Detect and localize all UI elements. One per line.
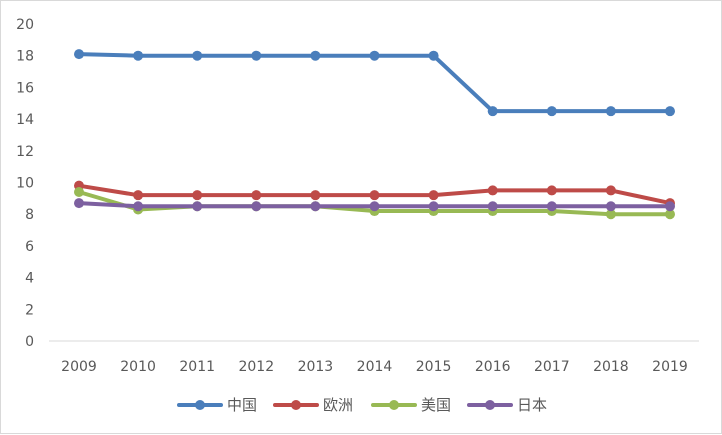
data-point: [487, 201, 498, 212]
data-point: [546, 201, 557, 212]
legend-item: 日本: [467, 396, 547, 414]
data-point: [665, 201, 675, 212]
x-tick-label: 2010: [120, 359, 156, 375]
data-point: [665, 106, 675, 117]
x-tick-label: 2012: [238, 359, 274, 375]
legend-label: 日本: [517, 396, 547, 414]
y-tick-label: 4: [25, 271, 34, 287]
data-point: [251, 190, 262, 201]
data-point: [74, 49, 84, 60]
data-point: [487, 185, 498, 196]
data-point: [251, 50, 262, 61]
legend-swatch-marker: [291, 400, 301, 410]
data-point: [133, 50, 144, 61]
data-point: [487, 106, 498, 117]
series-0: [74, 49, 675, 117]
legend-item: 欧洲: [273, 396, 353, 414]
x-tick-label: 2015: [416, 359, 452, 375]
legend-swatch-marker: [195, 400, 205, 410]
data-point: [605, 201, 616, 212]
data-point: [310, 190, 321, 201]
x-tick-label: 2019: [652, 359, 688, 375]
legend-swatch-marker: [389, 400, 399, 410]
data-point: [605, 209, 616, 220]
x-tick-label: 2011: [179, 359, 215, 375]
data-point: [428, 201, 439, 212]
y-tick-label: 0: [25, 334, 34, 350]
data-point: [192, 50, 203, 61]
data-point: [74, 198, 84, 209]
legend-item: 美国: [371, 396, 451, 414]
legend: 中国 欧洲 美国 日本: [177, 396, 547, 414]
data-point: [369, 201, 380, 212]
y-tick-label: 6: [25, 239, 34, 255]
data-point: [369, 190, 380, 201]
legend-label: 欧洲: [323, 396, 353, 414]
x-tick-label: 2014: [357, 359, 393, 375]
series-layer: [74, 49, 675, 220]
data-point: [428, 50, 439, 61]
y-tick-label: 2: [25, 302, 34, 318]
y-tick-label: 8: [25, 207, 34, 223]
x-tick-label: 2013: [298, 359, 334, 375]
y-tick-label: 14: [16, 112, 34, 128]
data-point: [428, 190, 439, 201]
legend-swatch-marker: [485, 400, 495, 410]
data-point: [133, 201, 144, 212]
legend-label: 中国: [227, 396, 257, 414]
x-tick-label: 2009: [61, 359, 97, 375]
data-point: [310, 201, 321, 212]
data-point: [192, 190, 203, 201]
y-tick-label: 16: [16, 80, 34, 96]
x-tick-label: 2018: [593, 359, 629, 375]
legend-item: 中国: [177, 396, 257, 414]
y-tick-label: 10: [16, 176, 34, 192]
data-point: [605, 185, 616, 196]
data-point: [192, 201, 203, 212]
series-line: [77, 52, 672, 114]
axis-layer: 0 2 4 6 8 10 12 14 16 18 20 2009 2010 2011 2012 2013 201…: [16, 17, 699, 375]
data-point: [251, 201, 262, 212]
data-point: [310, 50, 321, 61]
legend-label: 美国: [421, 396, 451, 414]
x-tick-label: 2016: [475, 359, 511, 375]
y-tick-label: 20: [16, 17, 34, 33]
x-tick-label: 2017: [534, 359, 570, 375]
series-3: [74, 198, 675, 212]
data-point: [369, 50, 380, 61]
data-point: [546, 185, 557, 196]
data-point: [546, 106, 557, 117]
y-tick-label: 12: [16, 144, 34, 160]
data-point: [605, 106, 616, 117]
y-tick-label: 18: [16, 49, 34, 65]
data-point: [74, 187, 84, 198]
data-point: [133, 190, 144, 201]
data-point: [665, 209, 675, 220]
